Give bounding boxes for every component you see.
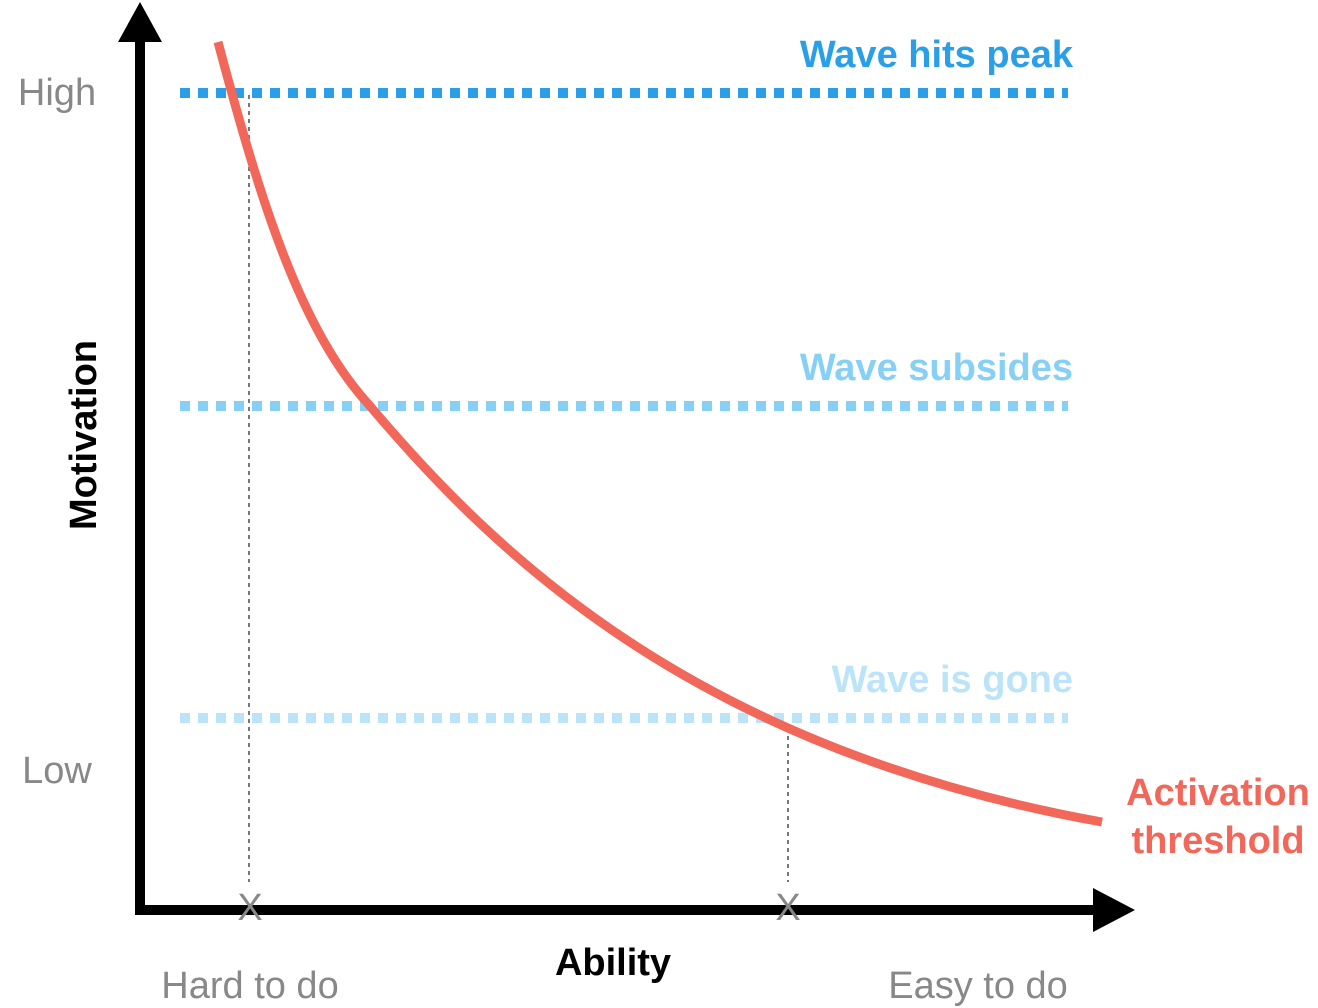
x-arrow — [1093, 888, 1135, 932]
y-arrow — [118, 2, 162, 42]
marker: X — [775, 887, 800, 929]
level-label: Wave hits peak — [800, 34, 1074, 76]
x-high: Easy to do — [888, 965, 1068, 1007]
curve-label: Activation — [1126, 772, 1310, 814]
y-label: Motivation — [63, 340, 105, 530]
y-high: High — [18, 72, 96, 114]
level-label: Wave subsides — [800, 347, 1073, 389]
level-label: Wave is gone — [832, 659, 1073, 701]
marker: X — [237, 887, 262, 929]
curve-label: threshold — [1131, 820, 1304, 862]
activation-curve — [213, 40, 1103, 827]
y-low: Low — [22, 750, 92, 792]
x-label: Ability — [555, 942, 671, 984]
x-low: Hard to do — [161, 965, 338, 1007]
